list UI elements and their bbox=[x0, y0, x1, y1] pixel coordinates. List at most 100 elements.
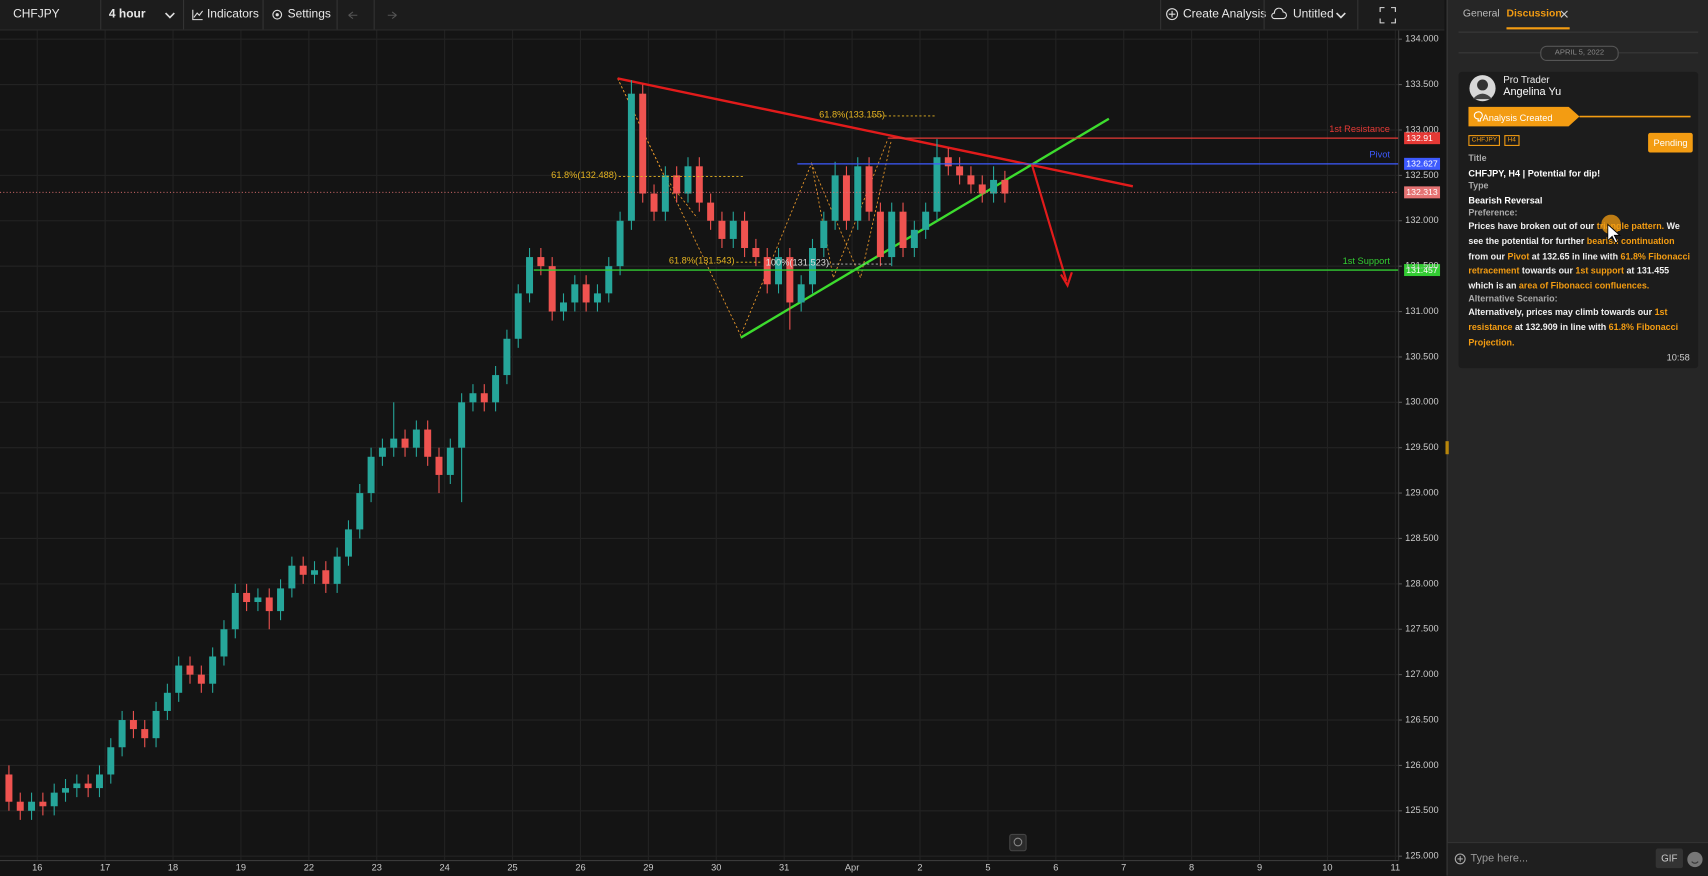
y-tick-label: 127.000 bbox=[1405, 669, 1438, 679]
symbol[interactable]: CHFJPY bbox=[13, 7, 60, 21]
candle-body bbox=[548, 266, 556, 312]
candle-body bbox=[786, 257, 794, 303]
level-label: Pivot bbox=[1369, 150, 1390, 160]
settings-button[interactable]: Settings bbox=[287, 7, 331, 21]
layout-name[interactable]: Untitled bbox=[1292, 7, 1334, 21]
candle-body bbox=[5, 774, 13, 802]
tab-close[interactable] bbox=[1560, 10, 1569, 19]
candle-body bbox=[220, 629, 228, 657]
trend-line-red bbox=[617, 77, 1134, 188]
candle-body bbox=[435, 456, 443, 475]
candle-body bbox=[231, 592, 239, 630]
candle-body bbox=[729, 220, 737, 239]
tag[interactable]: CHFJPY bbox=[1468, 135, 1501, 146]
x-tick-label: 16 bbox=[32, 863, 42, 873]
x-tick-label: 5 bbox=[985, 863, 990, 873]
price-tag bbox=[1404, 186, 1441, 199]
x-tick-label: 26 bbox=[575, 863, 585, 873]
tab-discussion[interactable]: Discussion bbox=[1506, 7, 1562, 20]
status-badge: Analysis Created bbox=[1482, 112, 1553, 124]
y-tick-label: 126.500 bbox=[1405, 714, 1438, 724]
avatar bbox=[1469, 75, 1496, 102]
hint-icon[interactable] bbox=[1013, 837, 1023, 847]
candle-body bbox=[197, 674, 205, 684]
x-tick-label: Apr bbox=[845, 863, 859, 873]
price-tag-label: 132.313 bbox=[1406, 187, 1438, 197]
y-tick-label: 133.500 bbox=[1405, 79, 1438, 89]
hint-button[interactable] bbox=[1009, 833, 1027, 852]
candle-body bbox=[39, 801, 47, 807]
add-icon[interactable] bbox=[1454, 853, 1466, 865]
candle-body bbox=[73, 783, 81, 789]
tag[interactable]: H4 bbox=[1504, 135, 1520, 146]
create-icon[interactable] bbox=[1166, 8, 1179, 21]
candle-body bbox=[333, 556, 341, 584]
fullscreen-icon[interactable] bbox=[1379, 7, 1396, 24]
y-tick-label: 127.500 bbox=[1405, 624, 1438, 634]
post-type: Bearish Reversal bbox=[1468, 194, 1543, 206]
candle-body bbox=[627, 93, 635, 221]
text: towards our bbox=[1519, 266, 1576, 277]
layout-chevron[interactable] bbox=[1335, 11, 1346, 20]
candle-body bbox=[175, 665, 183, 693]
side-panel: General Discussion APRIL 5, 2022 Pro Tra… bbox=[1445, 0, 1708, 876]
candle-body bbox=[797, 284, 805, 303]
candle-body bbox=[695, 166, 703, 203]
pending-button[interactable]: Pending bbox=[1648, 132, 1693, 153]
cloud-icon[interactable] bbox=[1270, 7, 1287, 21]
author-name[interactable]: Angelina Yu bbox=[1503, 86, 1562, 99]
cursor bbox=[1601, 214, 1621, 243]
candle-body bbox=[684, 166, 692, 194]
emoji-icon[interactable] bbox=[1686, 851, 1703, 868]
candle-body bbox=[560, 302, 567, 312]
interval[interactable]: 4 hour bbox=[108, 7, 146, 21]
gif-button[interactable]: GIF bbox=[1655, 848, 1683, 869]
candle-body bbox=[129, 720, 137, 730]
candle-body bbox=[356, 493, 364, 530]
level-label: 1st Resistance bbox=[1329, 124, 1390, 134]
fib-label: 61.8%(132.488) bbox=[551, 170, 617, 180]
description: Prices have broken out of our triangle p… bbox=[1468, 219, 1692, 294]
status-badge-shape bbox=[1468, 106, 1691, 127]
candle-body bbox=[820, 220, 828, 248]
x-tick-label: 17 bbox=[100, 863, 110, 873]
title-label: Title bbox=[1468, 153, 1487, 164]
candle-body bbox=[865, 166, 873, 212]
author-role: Pro Trader bbox=[1503, 74, 1550, 85]
resize-handle[interactable] bbox=[1445, 441, 1449, 455]
candle-body bbox=[718, 220, 726, 239]
indicators-icon[interactable] bbox=[192, 9, 204, 21]
candle-body bbox=[480, 393, 488, 403]
price-tag bbox=[1404, 264, 1441, 277]
create-analysis-button[interactable]: Create Analysis bbox=[1182, 7, 1267, 21]
y-tick-label: 128.000 bbox=[1405, 578, 1438, 588]
highlight-text: area of Fibonacci confluences. bbox=[1518, 281, 1650, 292]
tab-general[interactable]: General bbox=[1462, 7, 1500, 20]
date-pill: APRIL 5, 2022 bbox=[1540, 45, 1619, 62]
candle-body bbox=[322, 570, 330, 584]
candle-body bbox=[311, 570, 318, 575]
settings-icon[interactable] bbox=[271, 9, 283, 21]
x-tick-label: 31 bbox=[779, 863, 789, 873]
chat-input[interactable]: Type here... bbox=[1470, 852, 1529, 865]
x-tick-label: 25 bbox=[507, 863, 517, 873]
highlight-text: 1st support bbox=[1575, 266, 1624, 277]
candle-body bbox=[661, 175, 669, 212]
candle-body bbox=[492, 375, 500, 403]
forecast-arrow bbox=[1030, 163, 1068, 282]
x-tick-label: 2 bbox=[917, 863, 922, 873]
x-tick-label: 22 bbox=[304, 863, 314, 873]
candle-body bbox=[842, 175, 850, 221]
interval-chevron[interactable] bbox=[164, 11, 175, 20]
x-tick-label: 19 bbox=[236, 863, 246, 873]
price-tag-label: 131.457 bbox=[1406, 265, 1438, 275]
candle-body bbox=[265, 597, 273, 612]
candle-body bbox=[288, 565, 296, 589]
candle-body bbox=[503, 338, 511, 376]
indicators-button[interactable]: Indicators bbox=[206, 7, 259, 21]
x-tick-label: 10 bbox=[1322, 863, 1332, 873]
price-tag bbox=[1404, 132, 1441, 145]
undo-redo[interactable] bbox=[346, 9, 400, 21]
candle-body bbox=[741, 220, 749, 248]
